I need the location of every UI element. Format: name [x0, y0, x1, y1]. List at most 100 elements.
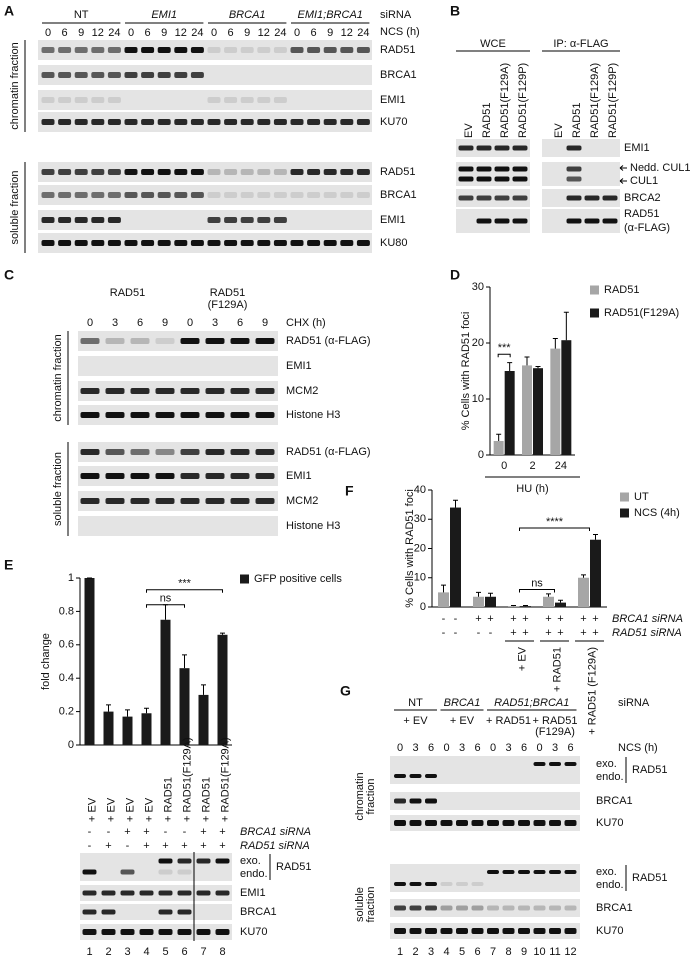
lane-label: RAD51(F129P) — [607, 63, 619, 138]
time-label: 9 — [262, 317, 268, 329]
band — [124, 192, 138, 198]
band — [107, 72, 121, 78]
band — [107, 97, 121, 103]
significance-bracket — [497, 353, 511, 358]
band — [458, 166, 474, 172]
time-label: 6 — [428, 742, 434, 754]
band — [409, 774, 422, 778]
band — [207, 192, 221, 198]
time-label: 24 — [191, 27, 203, 39]
band — [101, 909, 116, 915]
band — [549, 928, 561, 934]
condition-value: + — [522, 613, 528, 625]
error-bar — [552, 338, 558, 349]
row-label: RAD51 (α-FLAG) — [286, 335, 371, 347]
band — [257, 169, 271, 175]
band — [124, 119, 138, 125]
section-label: WCE — [480, 38, 506, 50]
panel-label: A — [4, 3, 14, 19]
band — [458, 176, 474, 182]
band — [425, 820, 437, 826]
band — [155, 449, 175, 455]
row-label: BRCA1 — [240, 906, 277, 918]
panel-label: G — [340, 683, 351, 699]
blot-strip — [78, 356, 278, 376]
band — [307, 47, 321, 53]
time-label: 12 — [341, 27, 353, 39]
band — [409, 905, 422, 911]
lane-label: RAD51(F129P) — [517, 63, 529, 138]
y-tick-label: 0.6 — [59, 639, 74, 651]
time-label: 0 — [443, 742, 449, 754]
band — [224, 47, 238, 53]
fraction-label: soluble — [354, 887, 366, 922]
band — [323, 240, 337, 246]
time-label: 0 — [294, 27, 300, 39]
row-label: EMI1 — [380, 94, 406, 106]
band — [41, 169, 55, 175]
x-tick-label: 24 — [555, 460, 567, 472]
band — [82, 909, 97, 915]
x-tick-label: 2 — [529, 460, 535, 472]
error-bar — [581, 574, 586, 578]
band — [290, 192, 304, 198]
band — [74, 119, 88, 125]
band — [58, 217, 72, 223]
time-label: 12 — [92, 27, 104, 39]
band — [409, 882, 422, 886]
band — [566, 176, 582, 182]
band — [518, 820, 530, 826]
time-label: 6 — [145, 27, 151, 39]
error-bar — [125, 709, 130, 717]
bar — [438, 592, 449, 607]
group-label: NT — [408, 697, 423, 709]
band — [207, 217, 221, 223]
band — [155, 412, 175, 418]
band — [255, 449, 275, 455]
x-tick-label: + RAD51 — [551, 647, 563, 692]
band — [476, 195, 492, 201]
band — [230, 498, 250, 504]
y-tick-label: 0.4 — [59, 672, 74, 684]
band — [290, 47, 304, 53]
band — [323, 119, 337, 125]
time-label: 6 — [311, 27, 317, 39]
row-label: endo. — [240, 868, 268, 880]
annotation: *** — [498, 342, 512, 354]
band — [224, 119, 238, 125]
legend-label: UT — [634, 491, 649, 503]
band — [512, 166, 528, 172]
time-label: 0 — [211, 27, 217, 39]
band — [180, 449, 200, 455]
annotation: ns — [160, 593, 172, 605]
band — [518, 905, 530, 911]
x-tick-label: + RAD51 — [200, 777, 212, 822]
row-label: exo. — [240, 855, 261, 867]
band — [130, 412, 150, 418]
band — [409, 820, 422, 826]
band — [196, 858, 211, 864]
time-label: 0 — [187, 317, 193, 329]
band — [394, 798, 406, 804]
band — [458, 195, 474, 201]
band — [255, 473, 275, 479]
lane-number: 12 — [564, 946, 576, 958]
bar — [485, 596, 496, 607]
rescue-label: + EV — [450, 715, 475, 727]
band — [177, 909, 192, 915]
blot-strip — [78, 491, 278, 511]
band — [141, 240, 155, 246]
group-label: EMI1 — [151, 9, 177, 21]
band — [157, 119, 171, 125]
band — [158, 890, 173, 896]
panel-label: F — [345, 483, 354, 499]
x-tick-label: + RAD51(F129A) — [219, 737, 231, 822]
condition-label: RAD51 siRNA — [240, 840, 310, 852]
row-label: KU80 — [380, 237, 408, 249]
legend-swatch — [240, 574, 249, 584]
band — [157, 169, 171, 175]
band — [215, 858, 230, 864]
y-axis-label: % Cells with RAD51 foci — [404, 489, 416, 608]
blot-strip — [38, 112, 372, 132]
time-label: 9 — [161, 27, 167, 39]
